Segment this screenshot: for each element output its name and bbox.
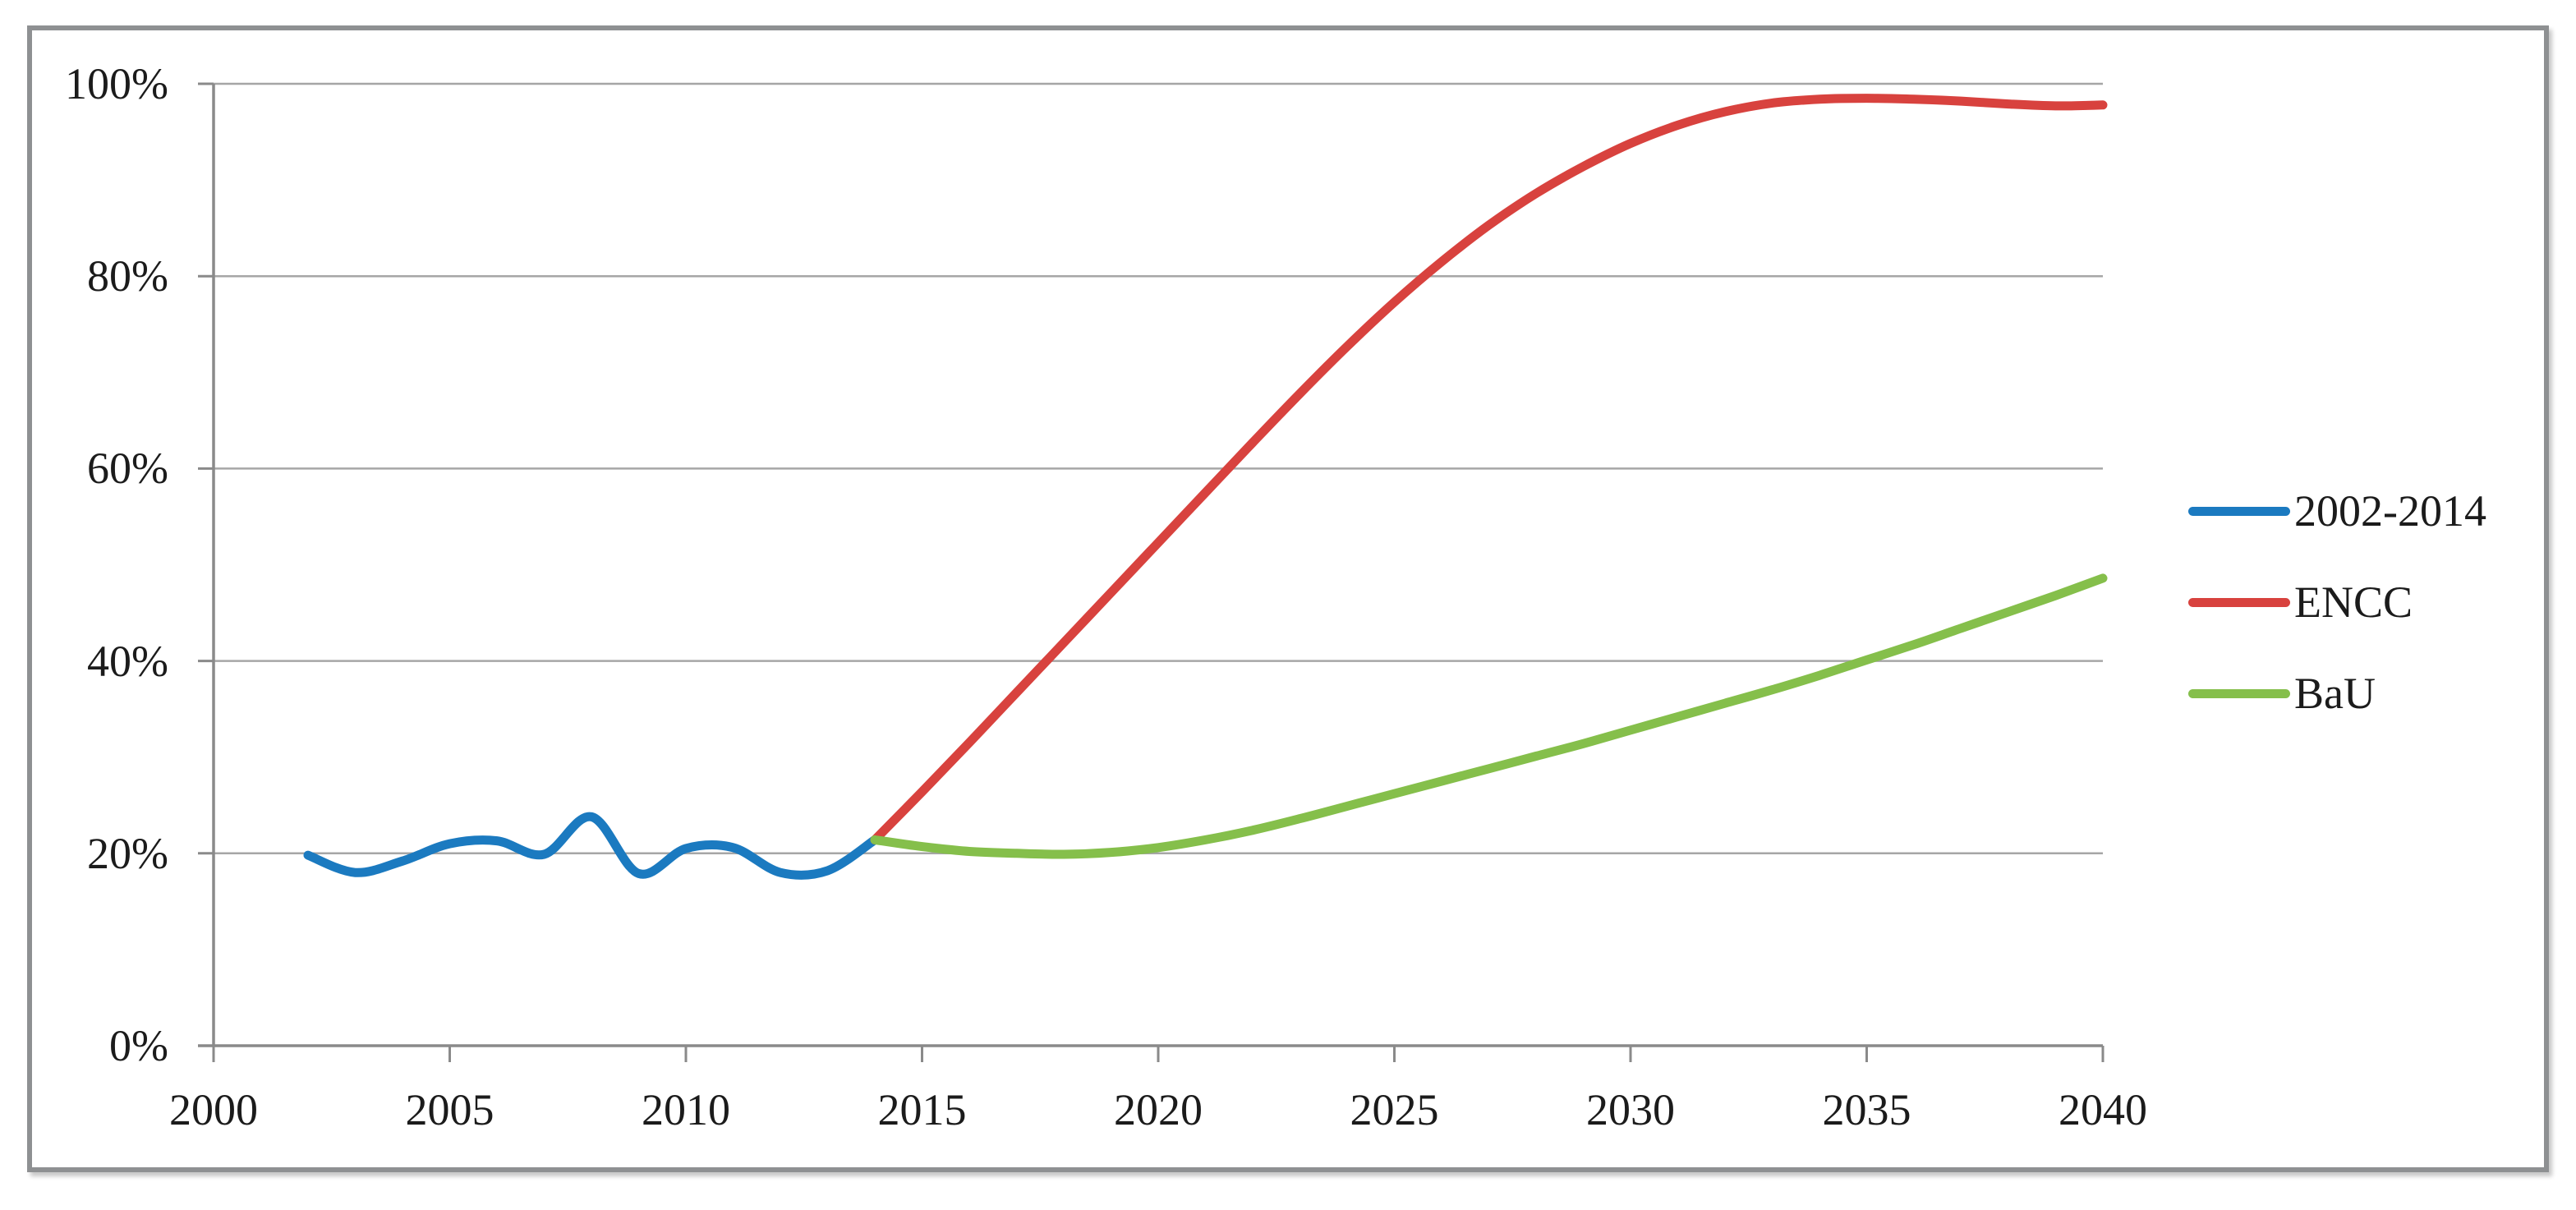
x-axis-tick-label: 2025 [1350,1085,1439,1134]
x-axis-tick-label: 2020 [1114,1085,1203,1134]
legend: 2002-2014 ENCC BaU [2188,488,2486,761]
x-axis-tick-label: 2010 [642,1085,730,1134]
y-axis-tick-label: 60% [87,444,168,494]
legend-label: 2002-2014 [2294,486,2486,536]
y-axis-tick-label: 80% [87,251,168,301]
x-axis-tick-label: 2000 [169,1085,258,1134]
legend-label: BaU [2294,669,2376,718]
y-axis-tick-label: 0% [109,1021,168,1070]
x-axis-tick-label: 2005 [405,1085,494,1134]
legend-item-2002-2014: 2002-2014 [2188,488,2486,534]
legend-line-swatch-red-icon [2188,597,2290,607]
y-axis-tick-label: 20% [87,828,168,878]
x-axis-tick-label: 2035 [1822,1085,1911,1134]
y-axis-tick-label: 40% [87,636,168,686]
series-line-BaU [870,573,2108,859]
legend-item-encc: ENCC [2188,579,2486,625]
figure-border [27,25,2549,1172]
legend-item-bau: BaU [2188,670,2486,716]
series-line-2002-2014 [303,812,880,880]
x-axis-tick-label: 2040 [2058,1085,2147,1134]
y-axis-tick-label: 100% [65,59,168,108]
legend-label: ENCC [2294,577,2413,627]
x-axis-tick-label: 2015 [877,1085,967,1134]
legend-line-swatch-green-icon [2188,688,2290,698]
series-line-ENCC [870,94,2108,844]
legend-line-swatch-blue-icon [2188,506,2290,516]
x-axis-tick-label: 2030 [1586,1085,1675,1134]
